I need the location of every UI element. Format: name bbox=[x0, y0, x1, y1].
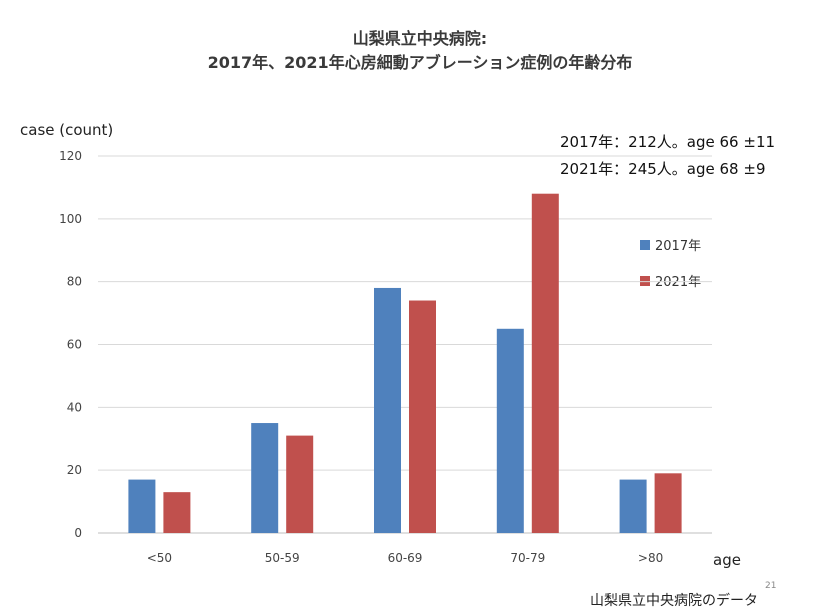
legend-item-2021: 2021年 bbox=[640, 271, 701, 290]
chart-subtitle: 2017年、2021年心房細動アブレーション症例の年齢分布 bbox=[207, 53, 633, 72]
legend-swatch-2021 bbox=[640, 275, 650, 286]
page-number: 21 bbox=[765, 581, 777, 591]
legend-label-2021: 2021年 bbox=[655, 275, 702, 290]
bar-2021 bbox=[163, 492, 191, 533]
x-tick-label: 70-79 bbox=[510, 551, 545, 565]
y-tick-label: 120 bbox=[59, 149, 82, 163]
x-tick-label: >80 bbox=[638, 551, 663, 565]
bar-2021 bbox=[531, 193, 559, 533]
legend-item-2017: 2017年 bbox=[640, 235, 701, 254]
bar-2017 bbox=[251, 423, 279, 533]
bar-2021 bbox=[286, 435, 314, 533]
bar-2017 bbox=[374, 287, 401, 533]
x-tick-label: 50-59 bbox=[265, 551, 300, 565]
y-tick-label: 20 bbox=[67, 463, 82, 477]
bar-2021 bbox=[409, 300, 436, 533]
y-tick-label: 80 bbox=[67, 275, 82, 289]
summary-2017: 2017年：212人。age 66 ±11 bbox=[560, 133, 776, 151]
y-tick-label: 100 bbox=[59, 212, 82, 226]
summary-2021: 2021年：245人。age 68 ±9 bbox=[560, 160, 766, 178]
x-axis-label: age bbox=[713, 551, 741, 569]
source-note: 山梨県立中央病院のデータ bbox=[590, 593, 758, 609]
y-tick-label: 60 bbox=[67, 338, 82, 352]
legend-label-2017: 2017年 bbox=[655, 239, 702, 254]
y-tick-label: 40 bbox=[67, 400, 82, 414]
x-tick-label: <50 bbox=[147, 551, 172, 565]
y-axis-label: case (count) bbox=[20, 121, 114, 139]
legend-swatch-2017 bbox=[640, 239, 650, 250]
y-tick-label: 0 bbox=[74, 526, 82, 540]
bar-2017 bbox=[128, 479, 156, 533]
x-tick-label: 60-69 bbox=[388, 551, 423, 565]
chart-title: 山梨県立中央病院: bbox=[352, 29, 488, 48]
bar-2017 bbox=[496, 328, 524, 533]
bar-2017 bbox=[619, 479, 647, 533]
bar-2021 bbox=[654, 473, 682, 533]
